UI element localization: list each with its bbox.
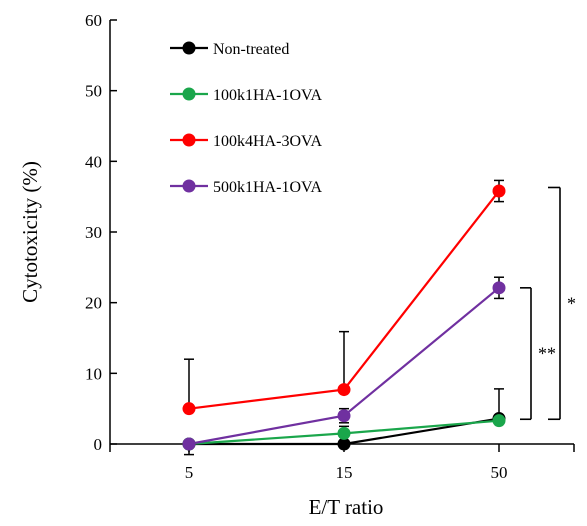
legend-label: Non-treated (213, 41, 289, 58)
data-point (492, 281, 506, 295)
y-tick-label: 0 (94, 435, 103, 454)
legend-marker (182, 87, 196, 101)
y-tick-label: 10 (85, 364, 102, 383)
y-tick-label: 50 (85, 82, 102, 101)
legend-label: 100k4HA-3OVA (213, 133, 322, 150)
y-axis-title: Cytotoxicity (%) (18, 161, 42, 303)
x-tick-label: 50 (491, 463, 508, 482)
significance-annotations: *** (520, 186, 576, 421)
data-point (337, 409, 351, 423)
legend-label: 500k1HA-1OVA (213, 179, 322, 196)
x-tick-label: 15 (336, 463, 353, 482)
significance-label: * (567, 293, 576, 313)
data-point (182, 437, 196, 451)
legend-marker (182, 179, 196, 193)
data-point (337, 383, 351, 397)
y-tick-label: 40 (85, 152, 102, 171)
y-tick-label: 20 (85, 294, 102, 313)
data-point (337, 437, 351, 451)
x-tick-label: 5 (185, 463, 194, 482)
data-point (492, 414, 506, 428)
data-point (337, 426, 351, 440)
legend-label: 100k1HA-1OVA (213, 87, 322, 104)
significance-label: ** (538, 344, 556, 364)
legend-marker (182, 41, 196, 55)
y-tick-label: 60 (85, 11, 102, 30)
series-layer (182, 179, 506, 456)
data-point (182, 402, 196, 416)
x-axis-title: E/T ratio (309, 495, 384, 519)
legend-marker (182, 133, 196, 147)
axes: 0 10 20 30 40 50 60 5 15 50 (85, 11, 575, 482)
y-tick-label: 30 (85, 223, 102, 242)
legend: Non-treated 100k1HA-1OVA 100k4HA-3OVA 500k1… (170, 41, 322, 196)
data-point (492, 184, 506, 198)
